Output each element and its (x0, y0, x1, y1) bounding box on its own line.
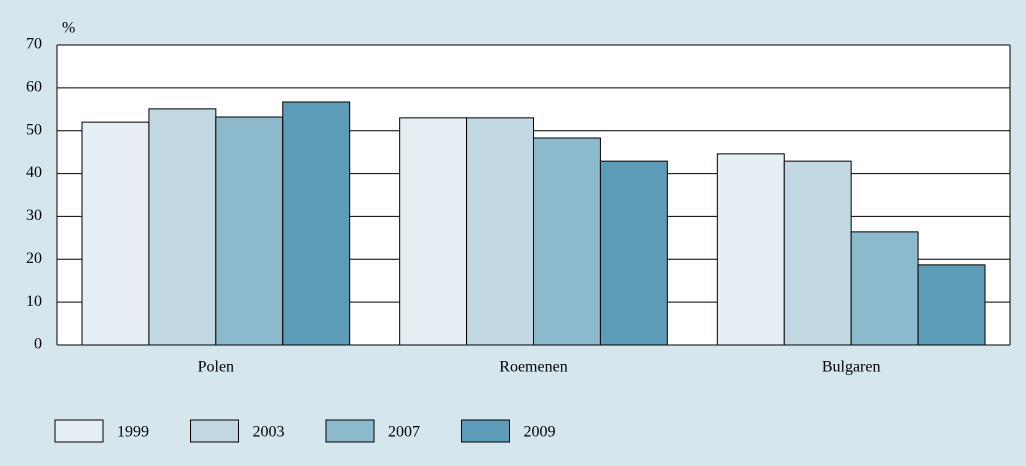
y-tick-label: 20 (26, 250, 42, 267)
legend-swatch (190, 419, 239, 443)
legend-label: 2007 (388, 424, 420, 441)
bar (215, 116, 284, 346)
legend-swatch (461, 419, 510, 443)
x-tick-label: Roemenen (499, 359, 567, 376)
x-tick-label: Bulgaren (822, 359, 881, 376)
bar (850, 231, 919, 346)
y-tick-label: 50 (26, 121, 42, 138)
y-tick-label: 10 (26, 293, 42, 310)
bar (399, 117, 468, 346)
y-tick-label: 70 (26, 36, 42, 53)
bar (599, 160, 668, 346)
y-tick-label: 0 (34, 336, 42, 353)
legend-label: 1999 (117, 424, 149, 441)
bar (917, 264, 986, 346)
x-tick-label: Polen (198, 359, 234, 376)
y-tick-label: 30 (26, 207, 42, 224)
legend-swatch (325, 419, 375, 443)
legend-label: 2009 (524, 424, 556, 441)
bar (783, 160, 852, 346)
bar (533, 137, 601, 346)
y-tick-label: 40 (26, 164, 42, 181)
legend-label: 2003 (253, 424, 285, 441)
y-tick-label: 60 (26, 79, 42, 96)
bar (282, 101, 351, 346)
bar (466, 117, 535, 346)
bar (148, 108, 217, 346)
legend-swatch (54, 419, 104, 443)
bar (716, 153, 785, 346)
y-axis-label: % (62, 20, 75, 37)
bar (81, 121, 150, 346)
